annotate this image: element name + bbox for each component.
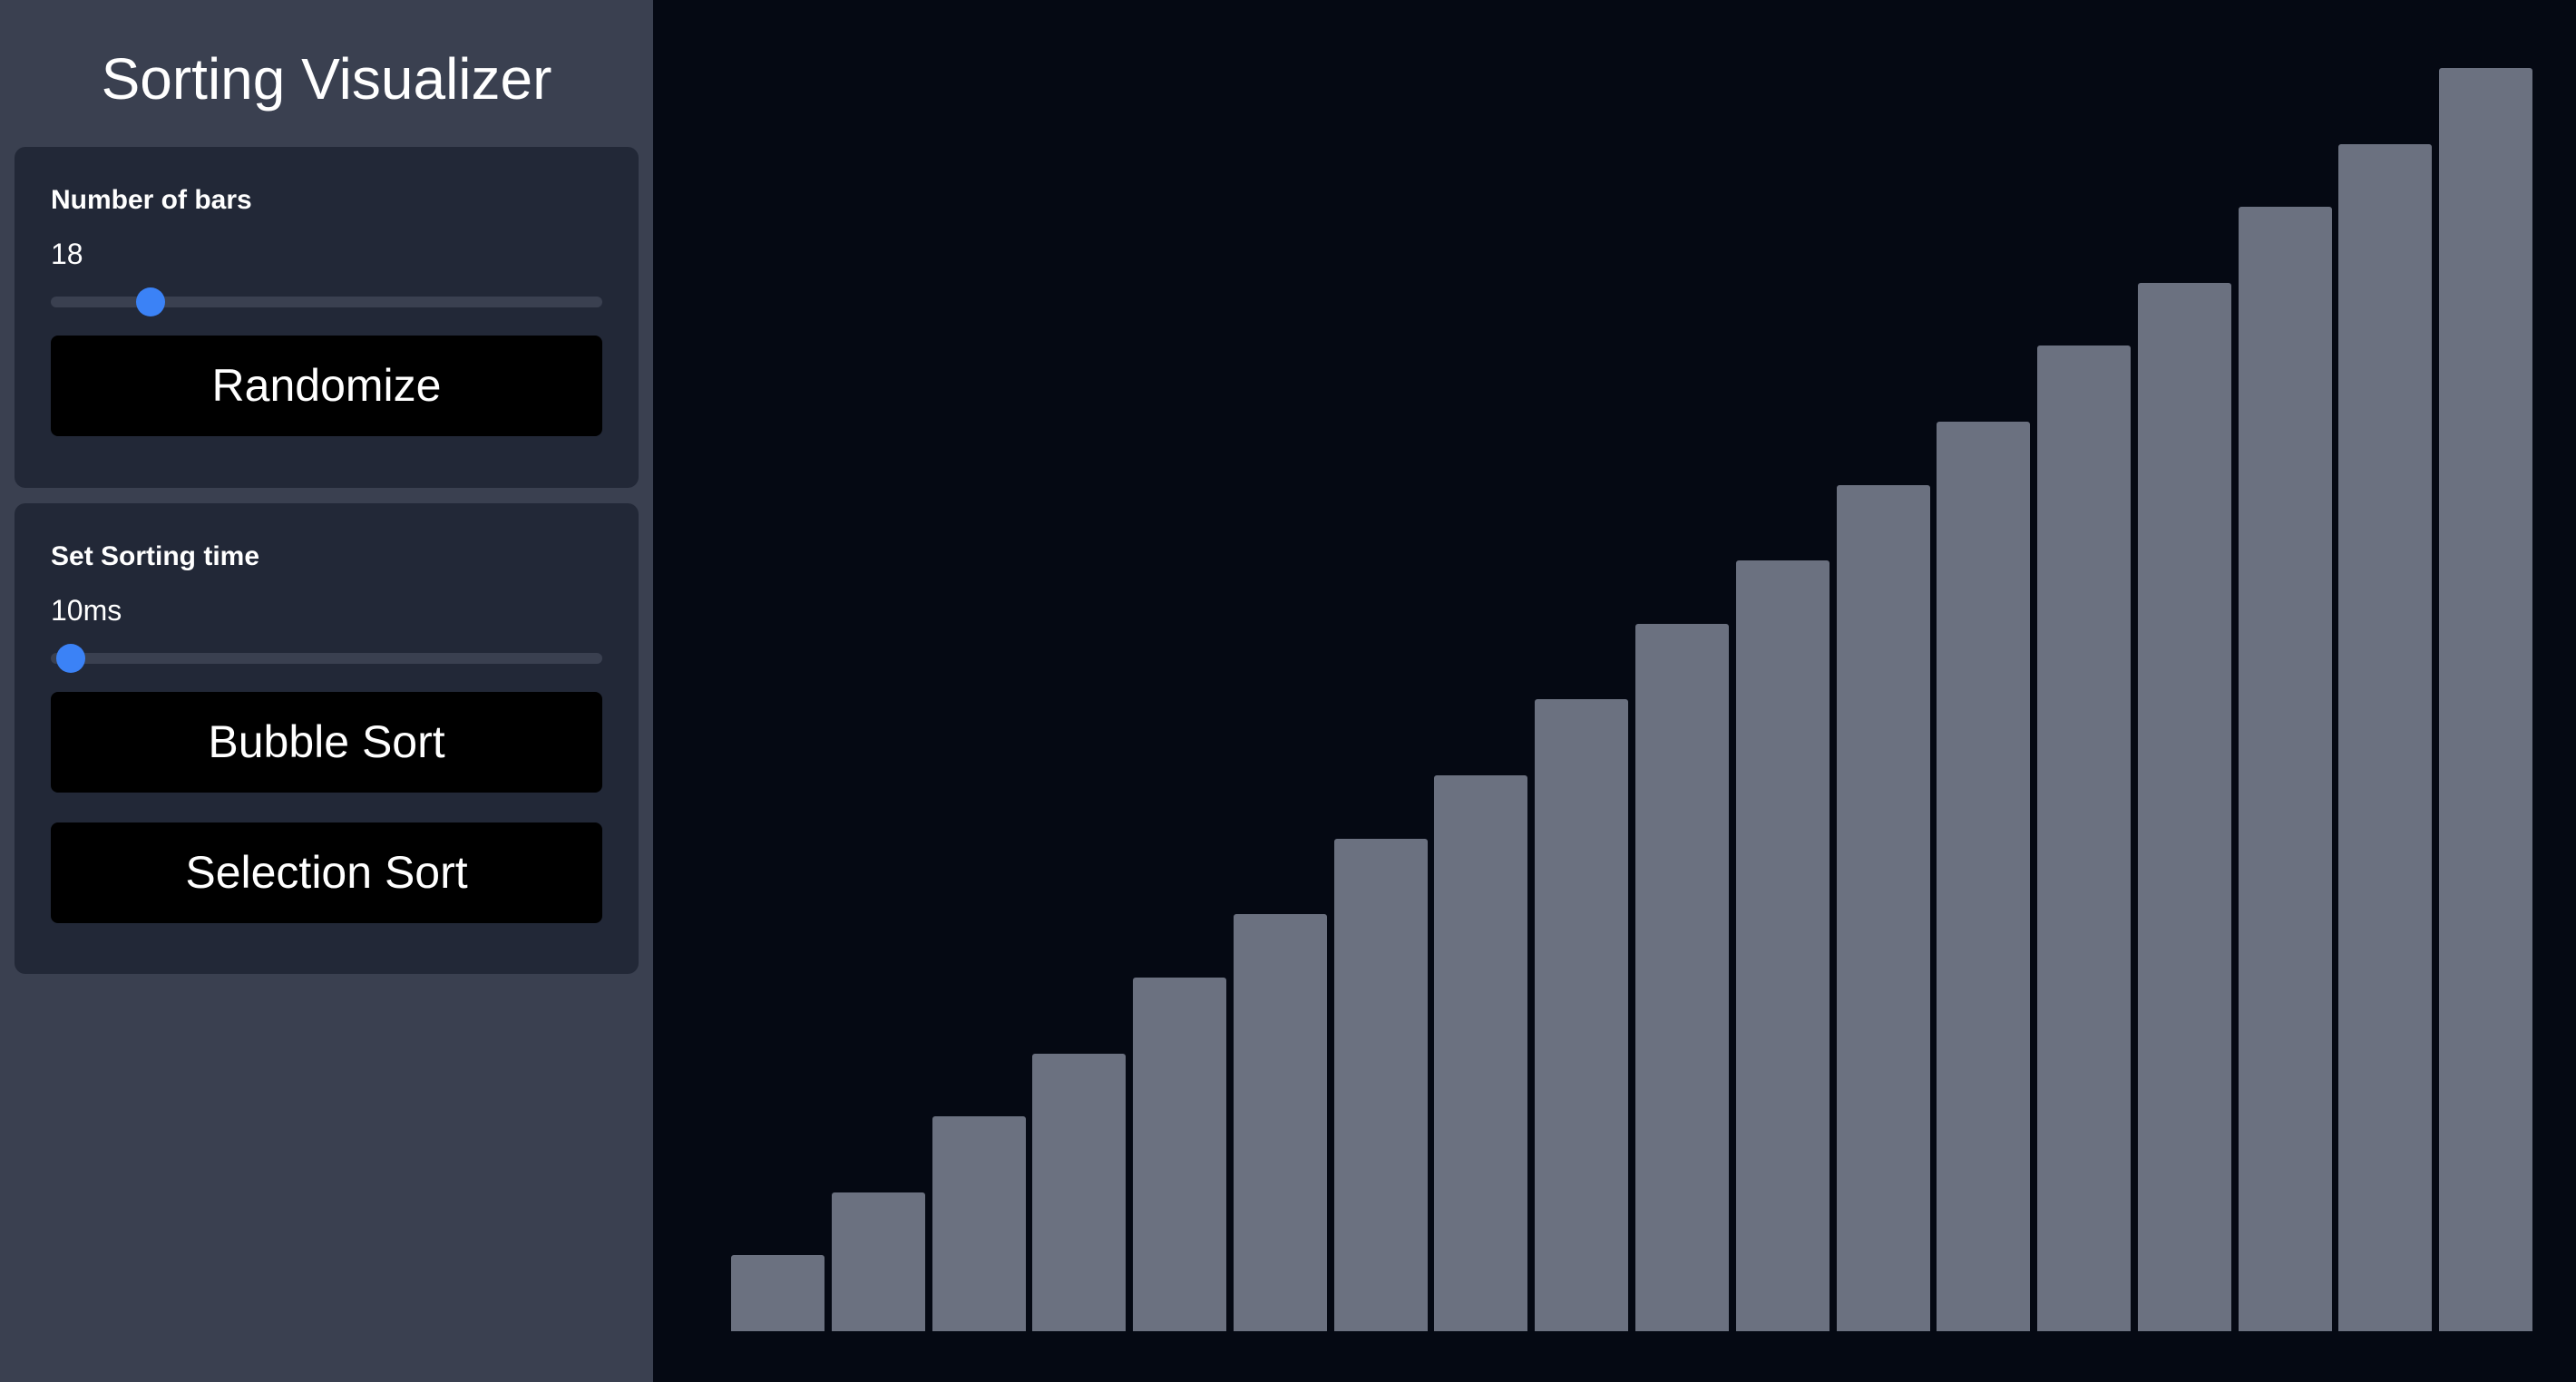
bar — [1133, 978, 1226, 1331]
bar — [1334, 839, 1428, 1331]
bars-count-value: 18 — [51, 238, 83, 270]
bar — [1736, 560, 1830, 1331]
bar — [1032, 1054, 1126, 1331]
slider-track — [51, 653, 602, 664]
bars-chart — [653, 0, 2576, 1382]
bar — [2439, 68, 2532, 1331]
bars-panel: Number of bars 18 Randomize — [15, 147, 639, 488]
bar — [832, 1192, 925, 1331]
bar — [1535, 699, 1628, 1331]
sorting-time-label: Set Sorting time — [51, 541, 260, 571]
randomize-button[interactable]: Randomize — [51, 336, 602, 436]
bubble-sort-button[interactable]: Bubble Sort — [51, 692, 602, 793]
bar — [2239, 207, 2332, 1331]
bar — [1937, 422, 2030, 1331]
sorting-time-slider[interactable] — [51, 639, 602, 676]
bars-count-slider[interactable] — [51, 283, 602, 319]
slider-track — [51, 297, 602, 307]
bar — [932, 1116, 1026, 1331]
bar — [2037, 346, 2131, 1331]
bar — [1635, 624, 1729, 1331]
sort-panel: Set Sorting time 10ms Bubble Sort Select… — [15, 503, 639, 974]
bar — [1234, 914, 1327, 1331]
slider-thumb[interactable] — [55, 644, 85, 673]
selection-sort-button[interactable]: Selection Sort — [51, 822, 602, 923]
app-title: Sorting Visualizer — [101, 46, 552, 112]
bar — [2138, 283, 2231, 1331]
bar — [1837, 485, 1930, 1331]
sidebar: Sorting Visualizer Number of bars 18 Ran… — [0, 0, 653, 1382]
bar — [1434, 775, 1527, 1331]
bar — [731, 1255, 825, 1331]
slider-thumb[interactable] — [136, 287, 166, 316]
sorting-time-value: 10ms — [51, 594, 122, 627]
bars-count-label: Number of bars — [51, 185, 252, 215]
bar — [2338, 144, 2432, 1331]
